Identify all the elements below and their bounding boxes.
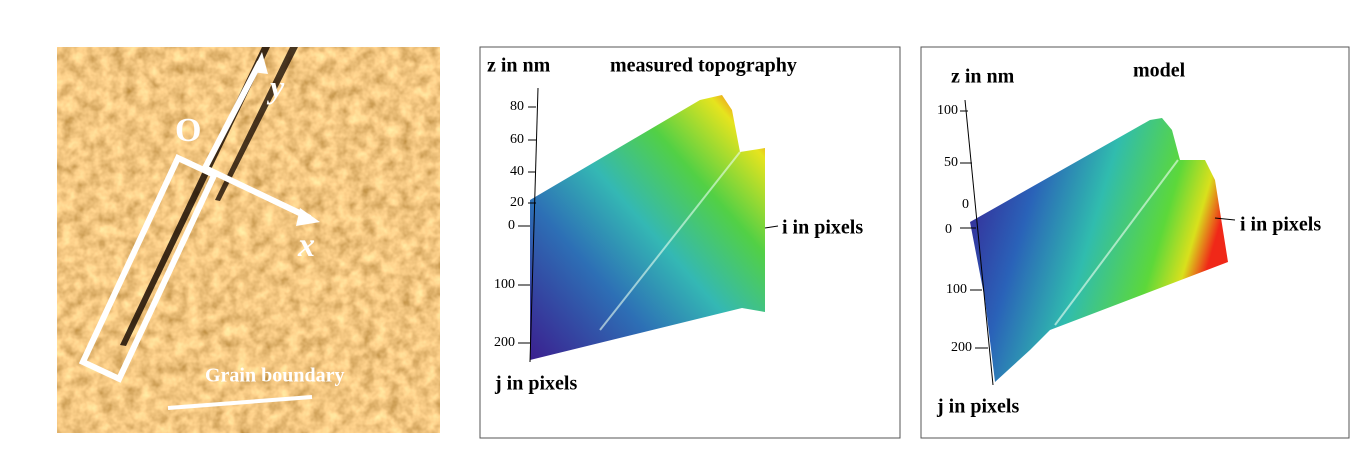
model-panel: z in nm model i in pixels j in pixels 10… xyxy=(920,46,1350,439)
j-tick-label: 100 xyxy=(946,282,967,297)
z-tick-label: 40 xyxy=(510,164,524,179)
x-arrow xyxy=(203,165,312,221)
ridge xyxy=(599,151,741,331)
ridge xyxy=(1054,159,1179,326)
selection-box xyxy=(78,154,219,383)
z-tick-label: 50 xyxy=(944,155,958,170)
surface xyxy=(530,95,765,360)
j-tick-label: 0 xyxy=(508,218,515,233)
arrowhead xyxy=(252,52,268,74)
panel-title: measured topography xyxy=(610,55,797,77)
y-label: y xyxy=(266,68,285,104)
origin-label: O xyxy=(175,112,201,149)
j-label: j in pixels xyxy=(936,396,1019,418)
z-axis xyxy=(964,99,994,386)
z-label: z in nm xyxy=(487,55,551,77)
z-tick-label: 100 xyxy=(937,103,958,118)
j-tick-label: 200 xyxy=(494,335,515,350)
crack xyxy=(215,47,298,201)
tick xyxy=(1214,217,1236,221)
arrowhead xyxy=(296,208,320,226)
surface xyxy=(970,118,1228,382)
crack xyxy=(120,47,270,346)
panel-title: model xyxy=(1133,60,1186,82)
x-label: x xyxy=(297,227,315,264)
z-tick-label: 20 xyxy=(510,195,524,210)
z-tick-label: 80 xyxy=(510,99,524,114)
i-label: i in pixels xyxy=(782,217,863,239)
j-tick-label: 200 xyxy=(951,340,972,355)
measured-panel: z in nm measured topography i in pixels … xyxy=(479,46,901,439)
j-label: j in pixels xyxy=(494,373,577,395)
tick xyxy=(764,225,779,229)
annotation: Grain boundary xyxy=(205,365,344,387)
y-arrow xyxy=(202,60,263,170)
i-tick-label: 0 xyxy=(962,197,969,212)
grain-boundary-line xyxy=(167,395,313,410)
afm-panel: O y x Grain boundary xyxy=(57,47,440,433)
j-tick-label: 100 xyxy=(494,277,515,292)
z-tick-label: 60 xyxy=(510,132,524,147)
z-label: z in nm xyxy=(951,66,1015,88)
z-axis xyxy=(529,87,539,363)
i-label: i in pixels xyxy=(1240,214,1321,236)
z-tick-label: 0 xyxy=(945,222,952,237)
